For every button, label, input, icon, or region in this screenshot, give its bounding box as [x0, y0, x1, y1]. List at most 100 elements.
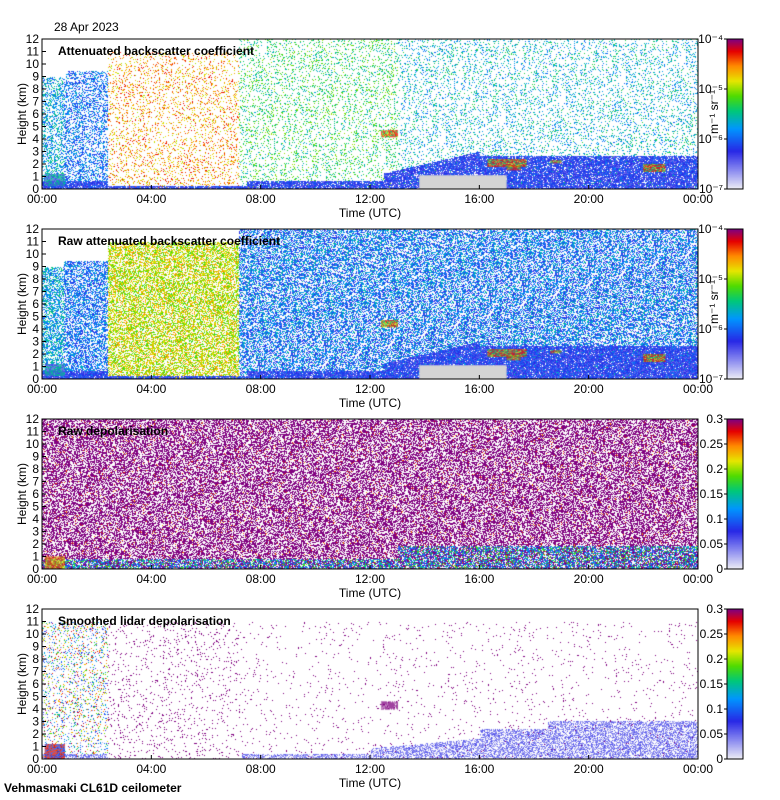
y-tick-label: 9: [32, 450, 39, 464]
colorbar-tick-label: 0.15: [700, 487, 724, 501]
y-tick-label: 11: [27, 425, 40, 439]
x-tick-label: 00:00: [27, 572, 57, 586]
colorbar-tick-label: 10⁻⁶: [698, 322, 723, 336]
colorbar-tick-label: 0.15: [700, 677, 724, 691]
x-tick-label: 16:00: [464, 192, 494, 206]
x-tick-label: 04:00: [136, 762, 166, 776]
y-tick-label: 2: [32, 727, 39, 741]
x-axis-label: Time (UTC): [339, 396, 401, 410]
date-label: 28 Apr 2023: [54, 20, 119, 34]
colorbar-tick-label: 0.3: [706, 412, 723, 426]
colorbar-tick-label: 10⁻⁷: [699, 182, 723, 196]
x-tick-label: 00:00: [27, 192, 57, 206]
y-tick-label: 5: [32, 120, 39, 134]
y-axis-label: Height (km): [15, 463, 29, 525]
colorbar-unit: m⁻¹ sr⁻¹: [707, 280, 721, 324]
y-tick-label: 8: [32, 272, 39, 286]
colorbar-tick-label: 10⁻⁴: [698, 32, 723, 46]
y-tick-label: 11: [27, 235, 40, 249]
x-tick-label: 12:00: [355, 192, 385, 206]
y-tick-label: 7: [32, 665, 39, 679]
colorbar: 0.3 0.25 0.2 0.15 0.1 0.05 0: [700, 602, 744, 766]
heatmap-image: [42, 419, 698, 569]
y-tick-label: 8: [32, 462, 39, 476]
colorbar-tick-label: 0.1: [706, 702, 723, 716]
y-tick-label: 2: [32, 347, 39, 361]
x-tick-label: 16:00: [464, 572, 494, 586]
colorbar-tick-label: 0.2: [706, 652, 723, 666]
x-tick-label: 08:00: [246, 382, 276, 396]
y-tick-label: 0: [32, 182, 39, 196]
y-tick-label: 5: [32, 310, 39, 324]
y-axis-label: Height (km): [15, 273, 29, 335]
heatmap-image: [42, 39, 698, 189]
colorbar-tick-label: 0.05: [700, 537, 724, 551]
colorbar-frame: [726, 228, 744, 380]
colorbar: 0.3 0.25 0.2 0.15 0.1 0.05 0: [700, 412, 744, 576]
colorbar: 10⁻⁴ 10⁻⁵ 10⁻⁶ 10⁻⁷ m⁻¹ sr⁻¹: [698, 32, 744, 196]
y-tick-label: 7: [32, 475, 39, 489]
y-tick-label: 8: [32, 82, 39, 96]
x-tick-label: 08:00: [246, 192, 276, 206]
heatmap-image: [42, 229, 698, 379]
colorbar-tick-label: 10⁻⁴: [698, 222, 723, 236]
y-tick-label: 0: [32, 752, 39, 766]
y-tick-label: 5: [32, 690, 39, 704]
panel-1: Attenuated backscatter coefficient012345…: [15, 32, 713, 220]
y-tick-label: 9: [32, 640, 39, 654]
panel-title: Smoothed lidar depolarisation: [58, 614, 231, 628]
x-tick-label: 08:00: [246, 572, 276, 586]
x-tick-label: 00:00: [683, 572, 713, 586]
colorbar-gradient: [727, 419, 743, 569]
x-tick-label: 04:00: [136, 572, 166, 586]
y-tick-label: 12: [26, 412, 40, 426]
y-tick-label: 4: [32, 702, 39, 716]
y-tick-label: 4: [32, 132, 39, 146]
y-tick-label: 4: [32, 512, 39, 526]
x-tick-label: 16:00: [464, 762, 494, 776]
heatmap-image: [42, 609, 698, 759]
x-axis-label: Time (UTC): [339, 776, 401, 790]
y-tick-label: 11: [27, 45, 40, 59]
y-tick-label: 2: [32, 537, 39, 551]
y-tick-label: 9: [32, 70, 39, 84]
x-tick-label: 20:00: [574, 382, 604, 396]
x-tick-label: 12:00: [355, 572, 385, 586]
y-tick-label: 6: [32, 677, 39, 691]
x-tick-label: 20:00: [574, 572, 604, 586]
y-tick-label: 3: [32, 715, 39, 729]
colorbar-gradient: [727, 229, 743, 379]
colorbar-tick-label: 0: [716, 752, 723, 766]
colorbar-tick-label: 0.05: [700, 727, 724, 741]
colorbar-tick-label: 0: [716, 562, 723, 576]
panel-title: Raw depolarisation: [58, 424, 168, 438]
y-tick-label: 1: [32, 170, 39, 184]
x-tick-label: 00:00: [27, 762, 57, 776]
panel-title: Attenuated backscatter coefficient: [58, 44, 254, 58]
colorbar-gradient: [727, 39, 743, 189]
y-tick-label: 6: [32, 297, 39, 311]
y-tick-label: 10: [26, 437, 40, 451]
y-axis-label: Height (km): [15, 653, 29, 715]
colorbar-tick-label: 10⁻⁵: [698, 82, 723, 96]
colorbar-tick-label: 0.1: [706, 512, 723, 526]
x-tick-label: 00:00: [683, 382, 713, 396]
y-tick-label: 11: [27, 615, 40, 629]
x-tick-label: 04:00: [136, 192, 166, 206]
y-axis-label: Height (km): [15, 83, 29, 145]
y-tick-label: 7: [32, 285, 39, 299]
y-tick-label: 12: [26, 602, 40, 616]
footer-label: Vehmasmaki CL61D ceilometer: [4, 781, 182, 795]
colorbar-unit: m⁻¹ sr⁻¹: [707, 90, 721, 134]
x-tick-label: 16:00: [464, 382, 494, 396]
x-tick-label: 00:00: [27, 382, 57, 396]
colorbar-tick-label: 10⁻⁶: [698, 132, 723, 146]
y-tick-label: 3: [32, 145, 39, 159]
y-tick-label: 0: [32, 562, 39, 576]
x-tick-label: 08:00: [246, 762, 276, 776]
colorbar-gradient: [727, 609, 743, 759]
colorbar: 10⁻⁴ 10⁻⁵ 10⁻⁶ 10⁻⁷ m⁻¹ sr⁻¹: [698, 222, 744, 386]
x-tick-label: 04:00: [136, 382, 166, 396]
y-tick-label: 3: [32, 335, 39, 349]
x-tick-label: 20:00: [574, 192, 604, 206]
